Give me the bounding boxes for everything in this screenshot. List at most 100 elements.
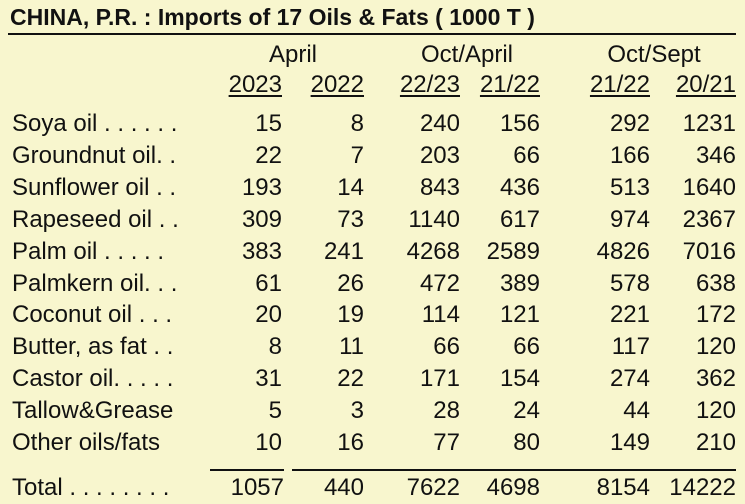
total-rule bbox=[210, 469, 284, 471]
cell-value: 31 bbox=[255, 365, 282, 392]
cell-value: 120 bbox=[695, 333, 736, 360]
cell-value: 1640 bbox=[682, 174, 736, 201]
cell-value: 193 bbox=[241, 174, 282, 201]
cell-value: 210 bbox=[695, 429, 736, 456]
table-title: CHINA, P.R. : Imports of 17 Oils & Fats … bbox=[10, 4, 535, 30]
table-row: Butter, as fat . . 8 11 66 66 117 120 bbox=[0, 333, 745, 363]
cell-value: 66 bbox=[433, 333, 460, 360]
cell-value: 5 bbox=[268, 397, 282, 424]
table-row: Palm oil . . . . . 383 241 4268 2589 4826 7016 bbox=[0, 238, 745, 268]
cell-value: 22 bbox=[255, 142, 282, 169]
cell-value: 617 bbox=[499, 206, 540, 233]
cell-value: 240 bbox=[419, 110, 460, 137]
cell-value: 309 bbox=[241, 206, 282, 233]
total-value: 1057 bbox=[230, 474, 284, 501]
cell-value: 19 bbox=[337, 301, 364, 328]
cell-value: 974 bbox=[609, 206, 650, 233]
total-value: 440 bbox=[323, 474, 364, 501]
cell-value: 172 bbox=[695, 301, 736, 328]
table-row: Groundnut oil. . 22 7 203 66 166 346 bbox=[0, 142, 745, 172]
row-label: Coconut oil . . . bbox=[12, 301, 173, 328]
total-rule bbox=[292, 469, 736, 471]
table-row: Rapeseed oil . . 309 73 1140 617 974 2367 bbox=[0, 206, 745, 236]
cell-value: 66 bbox=[513, 333, 540, 360]
table-row: Soya oil . . . . . . 15 8 240 156 292 1231 bbox=[0, 110, 745, 140]
period-header-20-21: 20/21 bbox=[675, 71, 736, 98]
cell-value: 156 bbox=[499, 110, 540, 137]
total-value: 8154 bbox=[596, 474, 650, 501]
cell-value: 638 bbox=[695, 270, 736, 297]
cell-value: 843 bbox=[419, 174, 460, 201]
cell-value: 1140 bbox=[408, 206, 460, 233]
cell-value: 154 bbox=[499, 365, 540, 392]
cell-value: 44 bbox=[623, 397, 650, 424]
cell-value: 11 bbox=[339, 333, 364, 360]
cell-value: 24 bbox=[513, 397, 540, 424]
cell-value: 14 bbox=[337, 174, 364, 201]
cell-value: 80 bbox=[513, 429, 540, 456]
row-label: Rapeseed oil . . bbox=[12, 206, 179, 233]
row-label: Groundnut oil. . bbox=[12, 142, 177, 169]
total-value: 7622 bbox=[406, 474, 460, 501]
cell-value: 221 bbox=[609, 301, 650, 328]
cell-value: 26 bbox=[337, 270, 364, 297]
row-label: Other oils/fats bbox=[12, 429, 161, 456]
cell-value: 4826 bbox=[596, 238, 650, 265]
cell-value: 15 bbox=[255, 110, 282, 137]
total-value: 4698 bbox=[486, 474, 540, 501]
period-header-2023: 2023 bbox=[228, 71, 282, 98]
cell-value: 292 bbox=[609, 110, 650, 137]
total-value: 14222 bbox=[669, 474, 736, 501]
table-row: Palmkern oil. . . 61 26 472 389 578 638 bbox=[0, 270, 745, 300]
cell-value: 274 bbox=[609, 365, 650, 392]
table-row: Sunflower oil . . 193 14 843 436 513 1640 bbox=[0, 174, 745, 204]
row-label: Palm oil . . . . . bbox=[12, 238, 165, 265]
period-header-21-22-sept: 21/22 bbox=[589, 71, 650, 98]
table-row: Coconut oil . . . 20 19 114 121 221 172 bbox=[0, 301, 745, 331]
group-header-oct-april: Oct/April bbox=[420, 41, 513, 68]
cell-value: 472 bbox=[419, 270, 460, 297]
cell-value: 4268 bbox=[406, 238, 460, 265]
total-label: Total . . . . . . . . bbox=[12, 474, 170, 501]
cell-value: 117 bbox=[611, 333, 650, 360]
period-header-21-22: 21/22 bbox=[479, 71, 540, 98]
cell-value: 28 bbox=[433, 397, 460, 424]
group-header-april: April bbox=[268, 41, 317, 68]
table-row: Other oils/fats 10 16 77 80 149 210 bbox=[0, 429, 745, 459]
cell-value: 114 bbox=[421, 301, 460, 328]
cell-value: 16 bbox=[337, 429, 364, 456]
cell-value: 20 bbox=[255, 301, 282, 328]
row-label: Tallow&Grease bbox=[12, 397, 174, 424]
title-underline bbox=[8, 33, 736, 35]
cell-value: 171 bbox=[419, 365, 460, 392]
cell-value: 149 bbox=[609, 429, 650, 456]
cell-value: 66 bbox=[513, 142, 540, 169]
group-header-oct-sept: Oct/Sept bbox=[607, 41, 701, 68]
row-label: Castor oil. . . . . bbox=[12, 365, 174, 392]
period-header-22-23: 22/23 bbox=[399, 71, 460, 98]
cell-value: 1231 bbox=[682, 110, 736, 137]
cell-value: 22 bbox=[337, 365, 364, 392]
table-row: Castor oil. . . . . 31 22 171 154 274 362 bbox=[0, 365, 745, 395]
cell-value: 8 bbox=[350, 110, 364, 137]
cell-value: 362 bbox=[695, 365, 736, 392]
cell-value: 73 bbox=[337, 206, 364, 233]
cell-value: 513 bbox=[609, 174, 650, 201]
cell-value: 2589 bbox=[486, 238, 540, 265]
row-label: Palmkern oil. . . bbox=[12, 270, 178, 297]
cell-value: 61 bbox=[255, 270, 282, 297]
cell-value: 389 bbox=[499, 270, 540, 297]
period-header-2022: 2022 bbox=[310, 71, 364, 98]
cell-value: 10 bbox=[255, 429, 282, 456]
row-label: Sunflower oil . . bbox=[12, 174, 177, 201]
cell-value: 241 bbox=[323, 238, 364, 265]
cell-value: 3 bbox=[350, 397, 364, 424]
cell-value: 203 bbox=[419, 142, 460, 169]
table-row: Tallow&Grease 5 3 28 24 44 120 bbox=[0, 397, 745, 427]
cell-value: 436 bbox=[499, 174, 540, 201]
cell-value: 578 bbox=[609, 270, 650, 297]
row-label: Soya oil . . . . . . bbox=[12, 110, 178, 137]
cell-value: 7016 bbox=[682, 238, 736, 265]
cell-value: 77 bbox=[433, 429, 460, 456]
cell-value: 7 bbox=[350, 142, 364, 169]
